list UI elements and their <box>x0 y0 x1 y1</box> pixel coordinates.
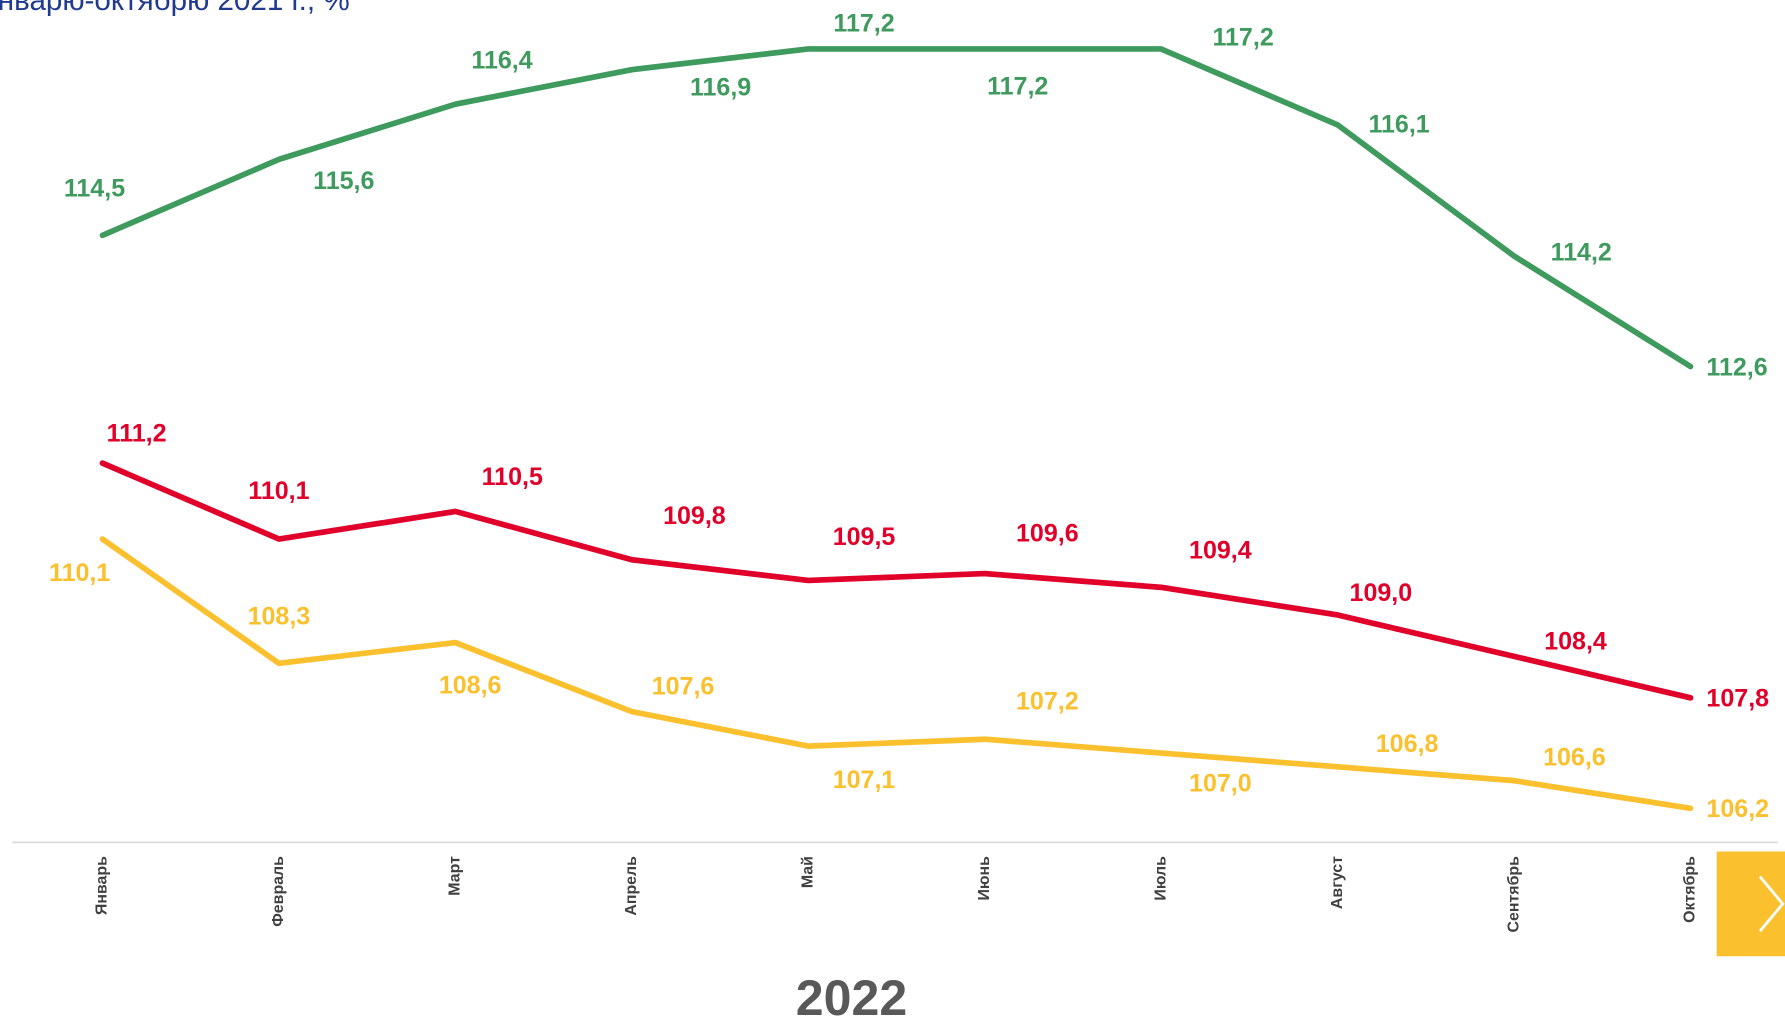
data-label: 110,1 <box>248 477 309 505</box>
data-label: 107,8 <box>1706 685 1769 713</box>
data-label: 112,6 <box>1706 353 1767 381</box>
series-line <box>99 536 1694 812</box>
data-label: 109,5 <box>833 523 896 551</box>
x-tick-label: Август <box>1329 856 1346 909</box>
x-tick-label: Февраль <box>270 856 287 927</box>
x-tick-label: Сентябрь <box>1505 856 1522 933</box>
data-label: 106,6 <box>1543 744 1606 772</box>
series-line <box>99 46 1694 370</box>
data-label: 117,2 <box>1212 23 1273 51</box>
next-button-bg[interactable] <box>1716 851 1785 957</box>
x-tick-label: Март <box>447 856 464 896</box>
next-button[interactable] <box>1716 851 1785 957</box>
data-label: 109,8 <box>663 502 726 530</box>
x-tick-label: Май <box>799 856 816 888</box>
data-label: 109,4 <box>1189 537 1252 565</box>
data-label: 110,5 <box>482 463 543 491</box>
data-label: 107,6 <box>652 672 715 700</box>
data-label: 108,3 <box>248 602 311 630</box>
data-label: 116,9 <box>690 74 751 102</box>
data-label: 107,0 <box>1189 770 1252 798</box>
data-label: 106,8 <box>1376 730 1439 758</box>
x-tick-label: Июль <box>1152 856 1169 901</box>
x-tick-label: Октябрь <box>1682 856 1699 923</box>
x-axis-label: 2022 <box>796 970 907 1025</box>
x-tick-label: Июнь <box>976 856 993 901</box>
next-button-icon[interactable] <box>1758 875 1785 933</box>
data-label: 106,2 <box>1706 795 1769 823</box>
data-label: 109,0 <box>1350 579 1413 607</box>
x-tick-label: Апрель <box>623 856 640 916</box>
data-label: 116,1 <box>1368 111 1429 139</box>
data-label: 111,2 <box>107 419 167 447</box>
data-label: 108,4 <box>1544 627 1607 655</box>
data-label: 115,6 <box>313 167 374 195</box>
x-tick-label: Январь <box>94 856 111 915</box>
data-label: 117,2 <box>987 72 1048 100</box>
data-label: 116,4 <box>471 47 532 75</box>
series-line <box>99 460 1694 701</box>
data-label: 117,2 <box>833 10 894 38</box>
data-label: 107,2 <box>1016 687 1079 715</box>
data-label: 109,6 <box>1016 519 1079 547</box>
chart-title: нварю-октябрю 2021 г., % <box>0 0 350 17</box>
data-label: 110,1 <box>49 559 110 587</box>
data-label: 114,2 <box>1551 238 1612 266</box>
data-label: 114,5 <box>64 174 125 202</box>
data-label: 107,1 <box>833 766 896 794</box>
data-label: 108,6 <box>439 672 502 700</box>
